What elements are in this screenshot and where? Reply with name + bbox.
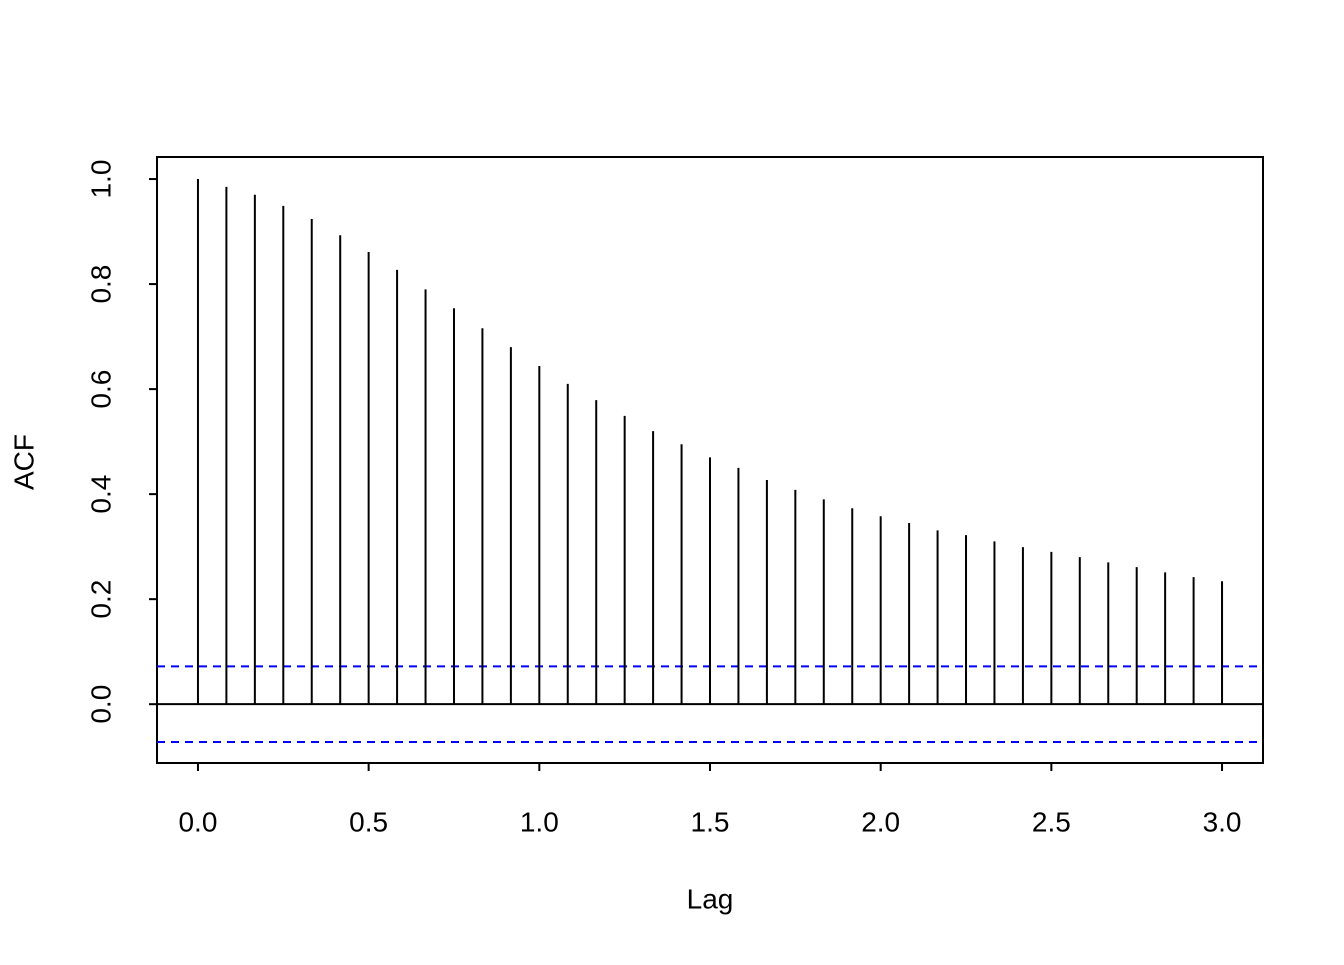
y-tick-label: 0.0 bbox=[85, 685, 116, 724]
x-axis-title: Lag bbox=[687, 883, 734, 914]
x-tick-label: 1.0 bbox=[520, 806, 559, 837]
x-tick-label: 0.0 bbox=[178, 806, 217, 837]
y-tick-label: 0.2 bbox=[85, 580, 116, 619]
y-axis-title: ACF bbox=[8, 434, 39, 490]
y-tick-label: 0.8 bbox=[85, 265, 116, 304]
y-tick-label: 1.0 bbox=[85, 160, 116, 199]
x-tick-label: 3.0 bbox=[1203, 806, 1242, 837]
y-tick-label: 0.4 bbox=[85, 475, 116, 514]
x-tick-label: 2.5 bbox=[1032, 806, 1071, 837]
x-tick-label: 1.5 bbox=[691, 806, 730, 837]
x-tick-label: 2.0 bbox=[861, 806, 900, 837]
y-tick-label: 0.6 bbox=[85, 370, 116, 409]
x-tick-label: 0.5 bbox=[349, 806, 388, 837]
